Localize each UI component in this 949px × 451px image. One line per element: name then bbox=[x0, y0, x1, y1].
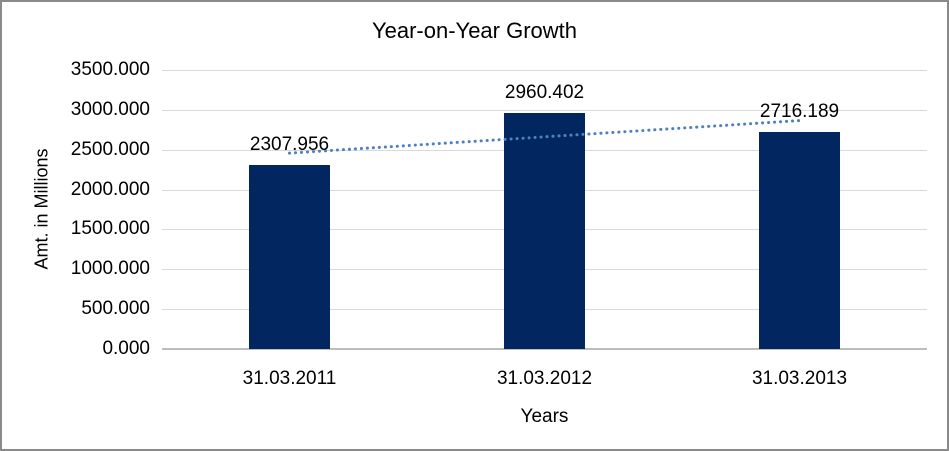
bar-31.03.2012[interactable] bbox=[504, 113, 585, 349]
y-tick-label: 0.000 bbox=[102, 338, 150, 359]
y-tick-label: 1500.000 bbox=[70, 218, 150, 240]
y-tick-label: 2500.000 bbox=[70, 138, 150, 160]
gridline bbox=[162, 70, 927, 71]
x-tick-label: 31.03.2011 bbox=[242, 368, 337, 389]
bar-31.03.2013[interactable] bbox=[759, 132, 840, 349]
x-axis-title: Years bbox=[520, 406, 569, 427]
y-axis-title: Amt. in Millions bbox=[31, 148, 52, 270]
y-tick-label: 1000.000 bbox=[70, 258, 150, 280]
x-axis-line bbox=[162, 348, 927, 350]
x-tick-label: 31.03.2012 bbox=[496, 368, 593, 389]
x-tick-label: 31.03.2013 bbox=[751, 368, 848, 389]
trendline[interactable] bbox=[288, 119, 801, 155]
data-label: 2716.189 bbox=[759, 101, 840, 123]
trendline-layer bbox=[288, 119, 801, 155]
y-tick-label: 2000.000 bbox=[70, 178, 150, 200]
y-tick-label: 3500.000 bbox=[70, 59, 150, 80]
data-label: 2307.956 bbox=[249, 134, 330, 156]
y-tick-label: 500.000 bbox=[81, 298, 150, 320]
bar-31.03.2011[interactable] bbox=[249, 165, 330, 349]
chart-title: Year-on-Year Growth bbox=[371, 18, 578, 43]
data-label: 2960.402 bbox=[504, 82, 585, 103]
y-tick-label: 3000.000 bbox=[70, 98, 150, 120]
gridline bbox=[162, 109, 927, 111]
plot-area bbox=[162, 70, 927, 350]
